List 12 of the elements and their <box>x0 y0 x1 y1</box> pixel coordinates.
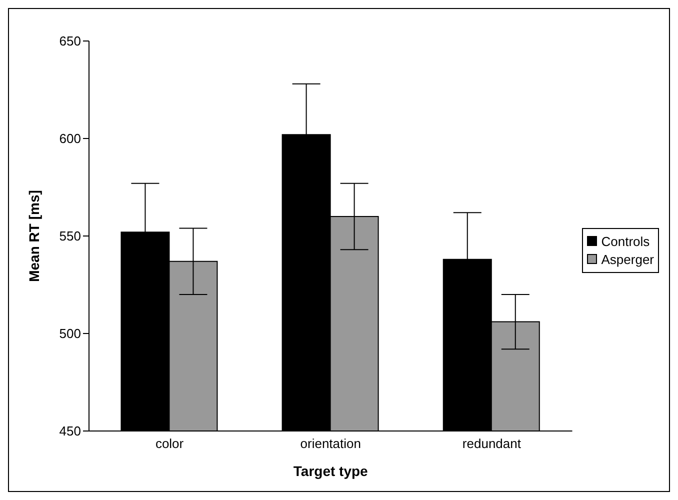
y-tick-label: 500 <box>59 326 81 342</box>
y-axis-title: Mean RT [ms] <box>26 190 42 282</box>
legend-label: Controls <box>601 234 650 248</box>
legend-label: Asperger <box>601 252 654 266</box>
x-axis-title: Target type <box>293 463 368 479</box>
y-tick-label: 650 <box>59 34 81 49</box>
y-tick-label: 600 <box>59 131 81 146</box>
x-tick-label: orientation <box>300 436 361 452</box>
y-tick-label: 450 <box>59 424 81 439</box>
x-tick-label: redundant <box>462 436 522 452</box>
y-tick-label: 550 <box>59 228 81 244</box>
x-tick-label: color <box>155 436 184 452</box>
